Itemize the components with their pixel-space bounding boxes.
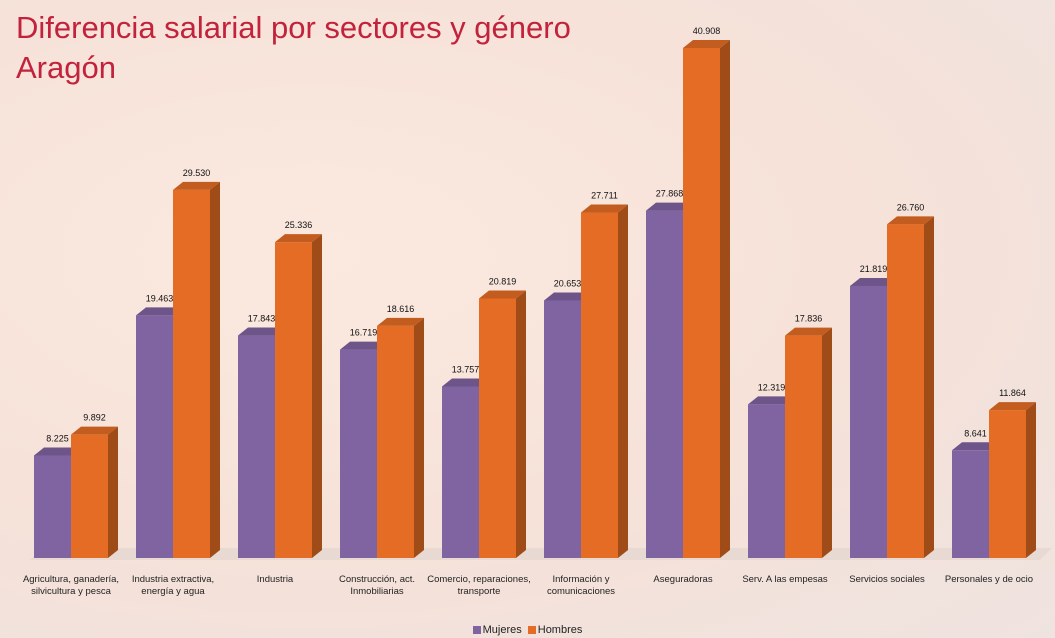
bar-side — [1026, 402, 1036, 558]
data-label: 20.653 — [554, 279, 582, 289]
legend-item: Hombres — [527, 624, 583, 636]
bar-top — [275, 234, 322, 243]
bar — [442, 386, 479, 558]
bar-top — [442, 378, 489, 387]
bar — [136, 315, 173, 558]
data-label: 8.225 — [46, 433, 69, 443]
bar-top — [887, 216, 934, 225]
bar-top — [71, 426, 118, 435]
bar-top — [34, 447, 81, 456]
bar-top — [173, 181, 220, 190]
legend-swatch — [527, 626, 536, 634]
bar-top — [748, 396, 795, 405]
bar-side — [312, 234, 322, 558]
x-tick-label: Información y comunicaciones — [546, 574, 616, 597]
bar-top — [479, 290, 526, 299]
bar — [377, 325, 414, 558]
bar — [581, 212, 618, 559]
bar-side — [618, 204, 628, 559]
bar-side — [414, 317, 424, 558]
bar — [683, 48, 720, 558]
bar-side — [720, 40, 730, 558]
bar — [887, 224, 924, 558]
data-label: 26.760 — [897, 202, 925, 212]
bar — [544, 300, 581, 558]
x-tick-label: Industria extractiva, energía y agua — [131, 574, 215, 597]
x-tick-label: Industria — [256, 574, 294, 585]
data-label: 8.641 — [964, 428, 987, 438]
bar — [34, 455, 71, 558]
legend-swatch — [472, 626, 481, 634]
legend-label: Mujeres — [482, 624, 522, 636]
bar-top — [340, 341, 387, 350]
data-label: 29.530 — [183, 168, 211, 178]
x-tick-label: Aseguradoras — [653, 574, 713, 585]
data-label: 21.819 — [860, 264, 888, 274]
bar — [850, 285, 887, 558]
x-tick-label: Construcción, act. Inmobiliarias — [338, 574, 416, 597]
data-label: 17.843 — [248, 314, 276, 324]
bar-top — [683, 40, 730, 48]
data-label: 13.757 — [452, 364, 480, 374]
bar — [173, 189, 210, 558]
x-tick-label: Comercio, reparaciones, transporte — [427, 574, 531, 597]
data-label: 40.908 — [693, 26, 721, 36]
bar — [238, 335, 275, 558]
bar-side — [108, 426, 118, 558]
bar — [479, 298, 516, 558]
chart-title: Diferencia salarial por sectores y géner… — [16, 10, 571, 45]
chart-subtitle: Aragón — [16, 50, 116, 85]
bar-top — [581, 204, 628, 213]
legend-item: Mujeres — [472, 624, 522, 636]
data-label: 20.819 — [489, 276, 517, 286]
bar — [71, 434, 108, 558]
bar — [275, 242, 312, 558]
data-label: 11.864 — [999, 388, 1026, 398]
bar-top — [952, 442, 999, 451]
bar-top — [785, 327, 832, 336]
bar — [952, 450, 989, 558]
bar-top — [238, 327, 285, 336]
data-label: 19.463 — [146, 293, 174, 303]
x-tick-label: Servicios sociales — [849, 574, 925, 585]
bar — [646, 210, 683, 558]
data-label: 12.319 — [758, 382, 786, 392]
bar — [989, 410, 1026, 558]
x-tick-label: Serv. A las empesas — [742, 574, 828, 585]
data-label: 9.892 — [83, 413, 106, 423]
data-label: 25.336 — [285, 220, 313, 230]
bar-side — [822, 327, 832, 558]
bar-top — [646, 202, 693, 211]
bar-top — [544, 292, 591, 301]
bar-side — [210, 181, 220, 558]
data-label: 17.836 — [795, 314, 823, 324]
data-label: 18.616 — [387, 304, 415, 314]
bar-side — [924, 216, 934, 558]
bar-top — [989, 402, 1036, 411]
bar — [340, 349, 377, 558]
bar — [748, 404, 785, 558]
data-label: 16.719 — [350, 328, 378, 338]
data-label: 27.711 — [591, 191, 618, 201]
x-tick-label: Agricultura, ganadería, silvicultura y p… — [22, 574, 120, 597]
bar-top — [850, 277, 897, 286]
bar-top — [136, 307, 183, 316]
bar-top — [377, 317, 424, 326]
bar-side — [516, 290, 526, 558]
bar — [785, 335, 822, 558]
data-label: 27.868 — [656, 189, 684, 199]
legend: Mujeres Hombres — [0, 624, 1055, 637]
legend-label: Hombres — [537, 624, 583, 636]
x-tick-label: Personales y de ocio — [944, 574, 1034, 585]
